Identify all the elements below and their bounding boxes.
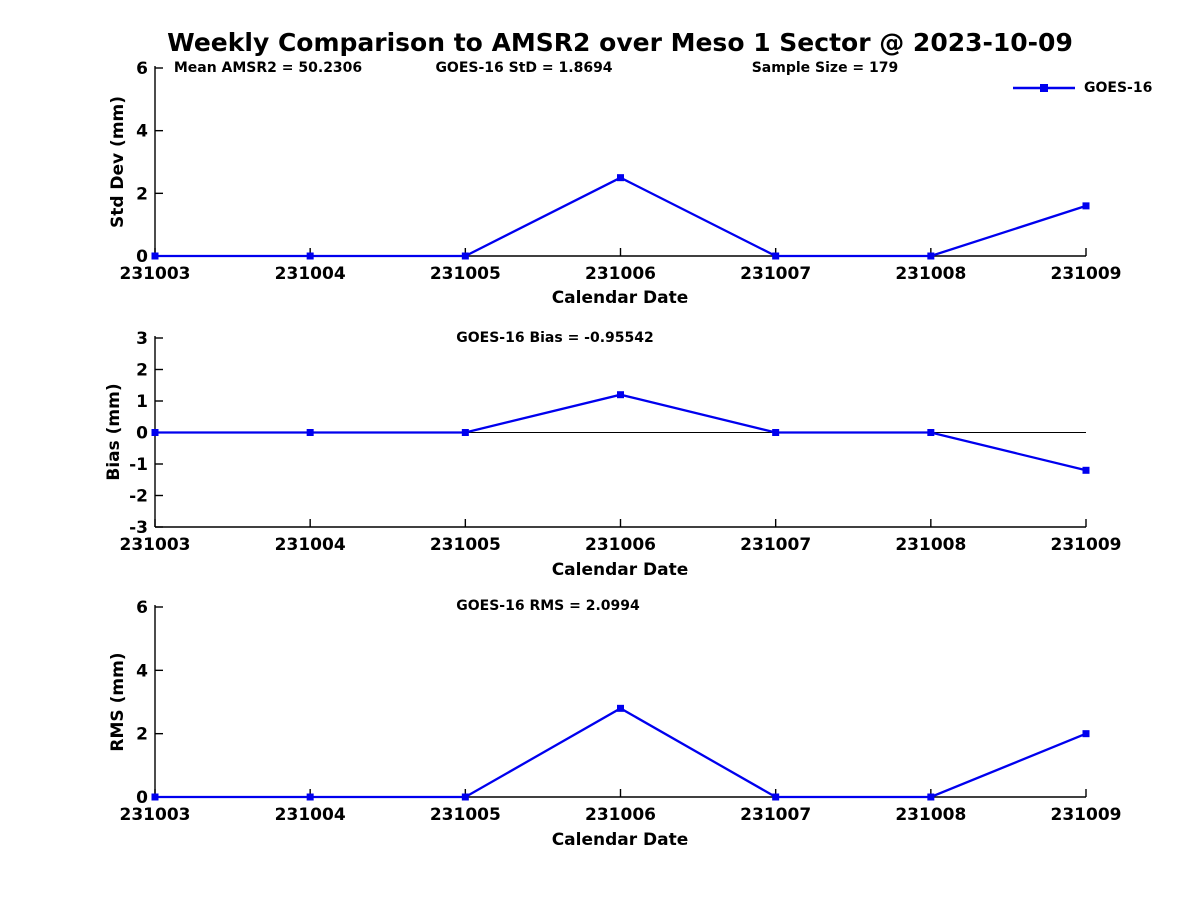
- annotation-mean-amsr2: Mean AMSR2 = 50.2306: [173, 60, 363, 76]
- data-marker: [151, 429, 159, 436]
- y-tick-label: 0: [136, 788, 148, 808]
- xlabel-calendar-date-1: Calendar Date: [551, 288, 689, 308]
- y-tick-label: 1: [136, 392, 148, 412]
- x-tick-label: 231003: [120, 805, 191, 825]
- y-tick-label: 0: [136, 247, 148, 267]
- data-marker: [461, 793, 469, 801]
- xlabel-calendar-date-3: Calendar Date: [551, 830, 689, 850]
- data-marker: [151, 252, 159, 260]
- x-tick-label: 231008: [895, 264, 966, 284]
- x-tick-label: 231003: [120, 535, 191, 555]
- x-tick-label: 231007: [740, 264, 811, 284]
- figure-title: Weekly Comparison to AMSR2 over Meso 1 S…: [167, 28, 1073, 57]
- data-marker: [1082, 466, 1090, 474]
- legend-label: GOES-16: [1084, 80, 1153, 96]
- data-marker: [772, 793, 780, 801]
- xlabel-calendar-date-2: Calendar Date: [551, 560, 689, 580]
- legend: GOES-16: [1013, 80, 1152, 96]
- data-marker: [617, 391, 624, 399]
- x-tick-label: 231005: [430, 805, 501, 825]
- data-marker: [461, 252, 469, 260]
- ylabel-std-dev: Std Dev (mm): [108, 95, 128, 229]
- x-tick-label: 231006: [585, 264, 656, 284]
- data-line: [155, 176, 1087, 258]
- y-tick-label: 6: [136, 598, 148, 618]
- x-tick-label: 231008: [895, 805, 966, 825]
- y-tick-label: 2: [136, 725, 148, 745]
- x-tick-label: 231008: [895, 535, 966, 555]
- data-marker: [772, 429, 780, 436]
- x-tick-label: 231004: [275, 264, 346, 284]
- data-marker: [927, 252, 935, 260]
- x-tick-label: 231007: [740, 805, 811, 825]
- legend-line-marker-icon: [1013, 84, 1075, 92]
- y-tick-label: -1: [129, 455, 148, 475]
- y-tick-label: 4: [136, 661, 148, 681]
- data-marker: [306, 793, 314, 801]
- ylabel-bias: Bias (mm): [104, 383, 124, 481]
- ylabel-rms: RMS (mm): [108, 652, 128, 752]
- data-marker: [306, 429, 314, 436]
- annotation-goes16-std: GOES-16 StD = 1.8694: [435, 60, 613, 76]
- x-tick-label: 231009: [1051, 805, 1122, 825]
- y-tick-label: 2: [136, 184, 148, 204]
- x-tick-label: 231006: [585, 805, 656, 825]
- data-marker: [151, 793, 159, 801]
- data-marker: [617, 704, 624, 712]
- y-tick-label: 4: [136, 122, 148, 142]
- data-marker: [927, 429, 935, 436]
- data-marker: [617, 174, 624, 182]
- x-tick-label: 231006: [585, 535, 656, 555]
- data-line: [155, 707, 1087, 799]
- data-marker: [1082, 730, 1090, 738]
- x-tick-label: 231007: [740, 535, 811, 555]
- annotation-sample-size: Sample Size = 179: [751, 60, 899, 76]
- x-tick-label: 231009: [1051, 264, 1122, 284]
- x-tick-label: 231004: [275, 805, 346, 825]
- x-tick-label: 231004: [275, 535, 346, 555]
- data-marker: [1082, 202, 1090, 210]
- annotation-goes16-rms: GOES-16 RMS = 2.0994: [456, 598, 640, 614]
- x-tick-label: 231005: [430, 535, 501, 555]
- x-tick-label: 231005: [430, 264, 501, 284]
- y-tick-label: 0: [136, 424, 148, 444]
- annotation-goes16-bias: GOES-16 Bias = -0.95542: [456, 330, 654, 346]
- data-marker: [927, 793, 935, 801]
- y-tick-label: 6: [136, 59, 148, 79]
- y-tick-label: 3: [136, 329, 148, 349]
- data-marker: [772, 252, 780, 260]
- x-tick-label: 231009: [1051, 535, 1122, 555]
- x-tick-label: 231003: [120, 264, 191, 284]
- data-marker: [461, 429, 469, 436]
- data-marker: [306, 252, 314, 260]
- y-tick-label: 2: [136, 361, 148, 381]
- y-tick-label: -2: [129, 487, 148, 507]
- y-tick-label: -3: [129, 518, 148, 538]
